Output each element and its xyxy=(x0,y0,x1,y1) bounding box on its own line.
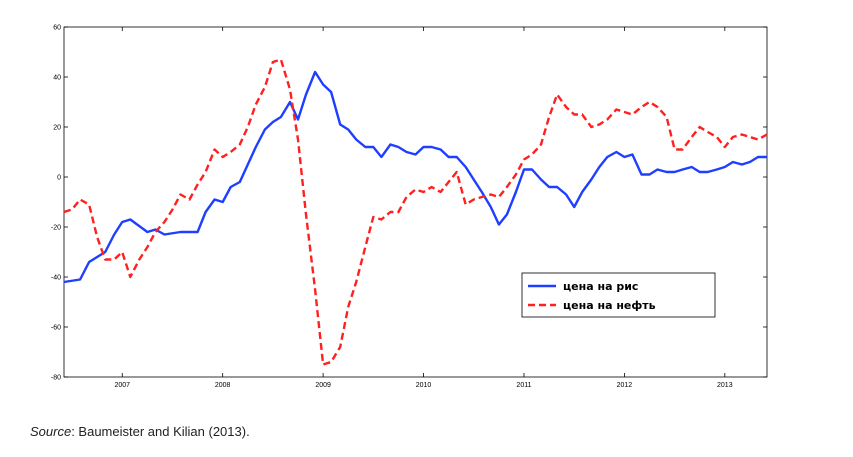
series-line-1 xyxy=(63,70,767,284)
x-tick-label: 2010 xyxy=(416,382,432,389)
y-tick-label: 20 xyxy=(53,125,61,132)
legend-box xyxy=(521,272,716,318)
source-text: : Baumeister and Kilian (2013). xyxy=(71,424,250,439)
plot-frame xyxy=(63,26,768,378)
source-caption: Source: Baumeister and Kilian (2013). xyxy=(30,424,250,439)
x-tick-label: 2008 xyxy=(215,382,231,389)
legend-label-2: цена на нефть xyxy=(563,299,656,312)
y-tick-label: -20 xyxy=(51,225,61,232)
x-tick-label: 2011 xyxy=(516,382,531,389)
y-axis: -80 -60 -40 -20 0 20 40 60 xyxy=(51,25,767,382)
series-line-2 xyxy=(63,58,768,366)
legend-label-1: цена на рис xyxy=(563,280,638,293)
y-tick-label: 40 xyxy=(53,75,61,82)
x-tick-label: 2012 xyxy=(617,382,633,389)
x-tick-label: 2013 xyxy=(717,382,733,389)
y-tick-label: 0 xyxy=(57,175,61,182)
y-tick-label: -80 xyxy=(51,375,61,382)
y-tick-label: 60 xyxy=(53,25,61,32)
x-tick-label: 2009 xyxy=(315,382,331,389)
series-lines xyxy=(63,58,768,366)
y-tick-label: -40 xyxy=(51,275,61,282)
x-tick-label: 2007 xyxy=(114,382,130,389)
source-label: Source xyxy=(30,424,72,439)
legend: цена на рис цена на нефть xyxy=(521,272,716,318)
y-tick-label: -60 xyxy=(51,325,61,332)
x-axis: 2007 2008 2009 2010 2011 2012 2013 xyxy=(114,27,733,389)
line-chart: -80 -60 -40 -20 0 20 40 60 2007 2008 2009 2010 2011… xyxy=(51,25,768,389)
